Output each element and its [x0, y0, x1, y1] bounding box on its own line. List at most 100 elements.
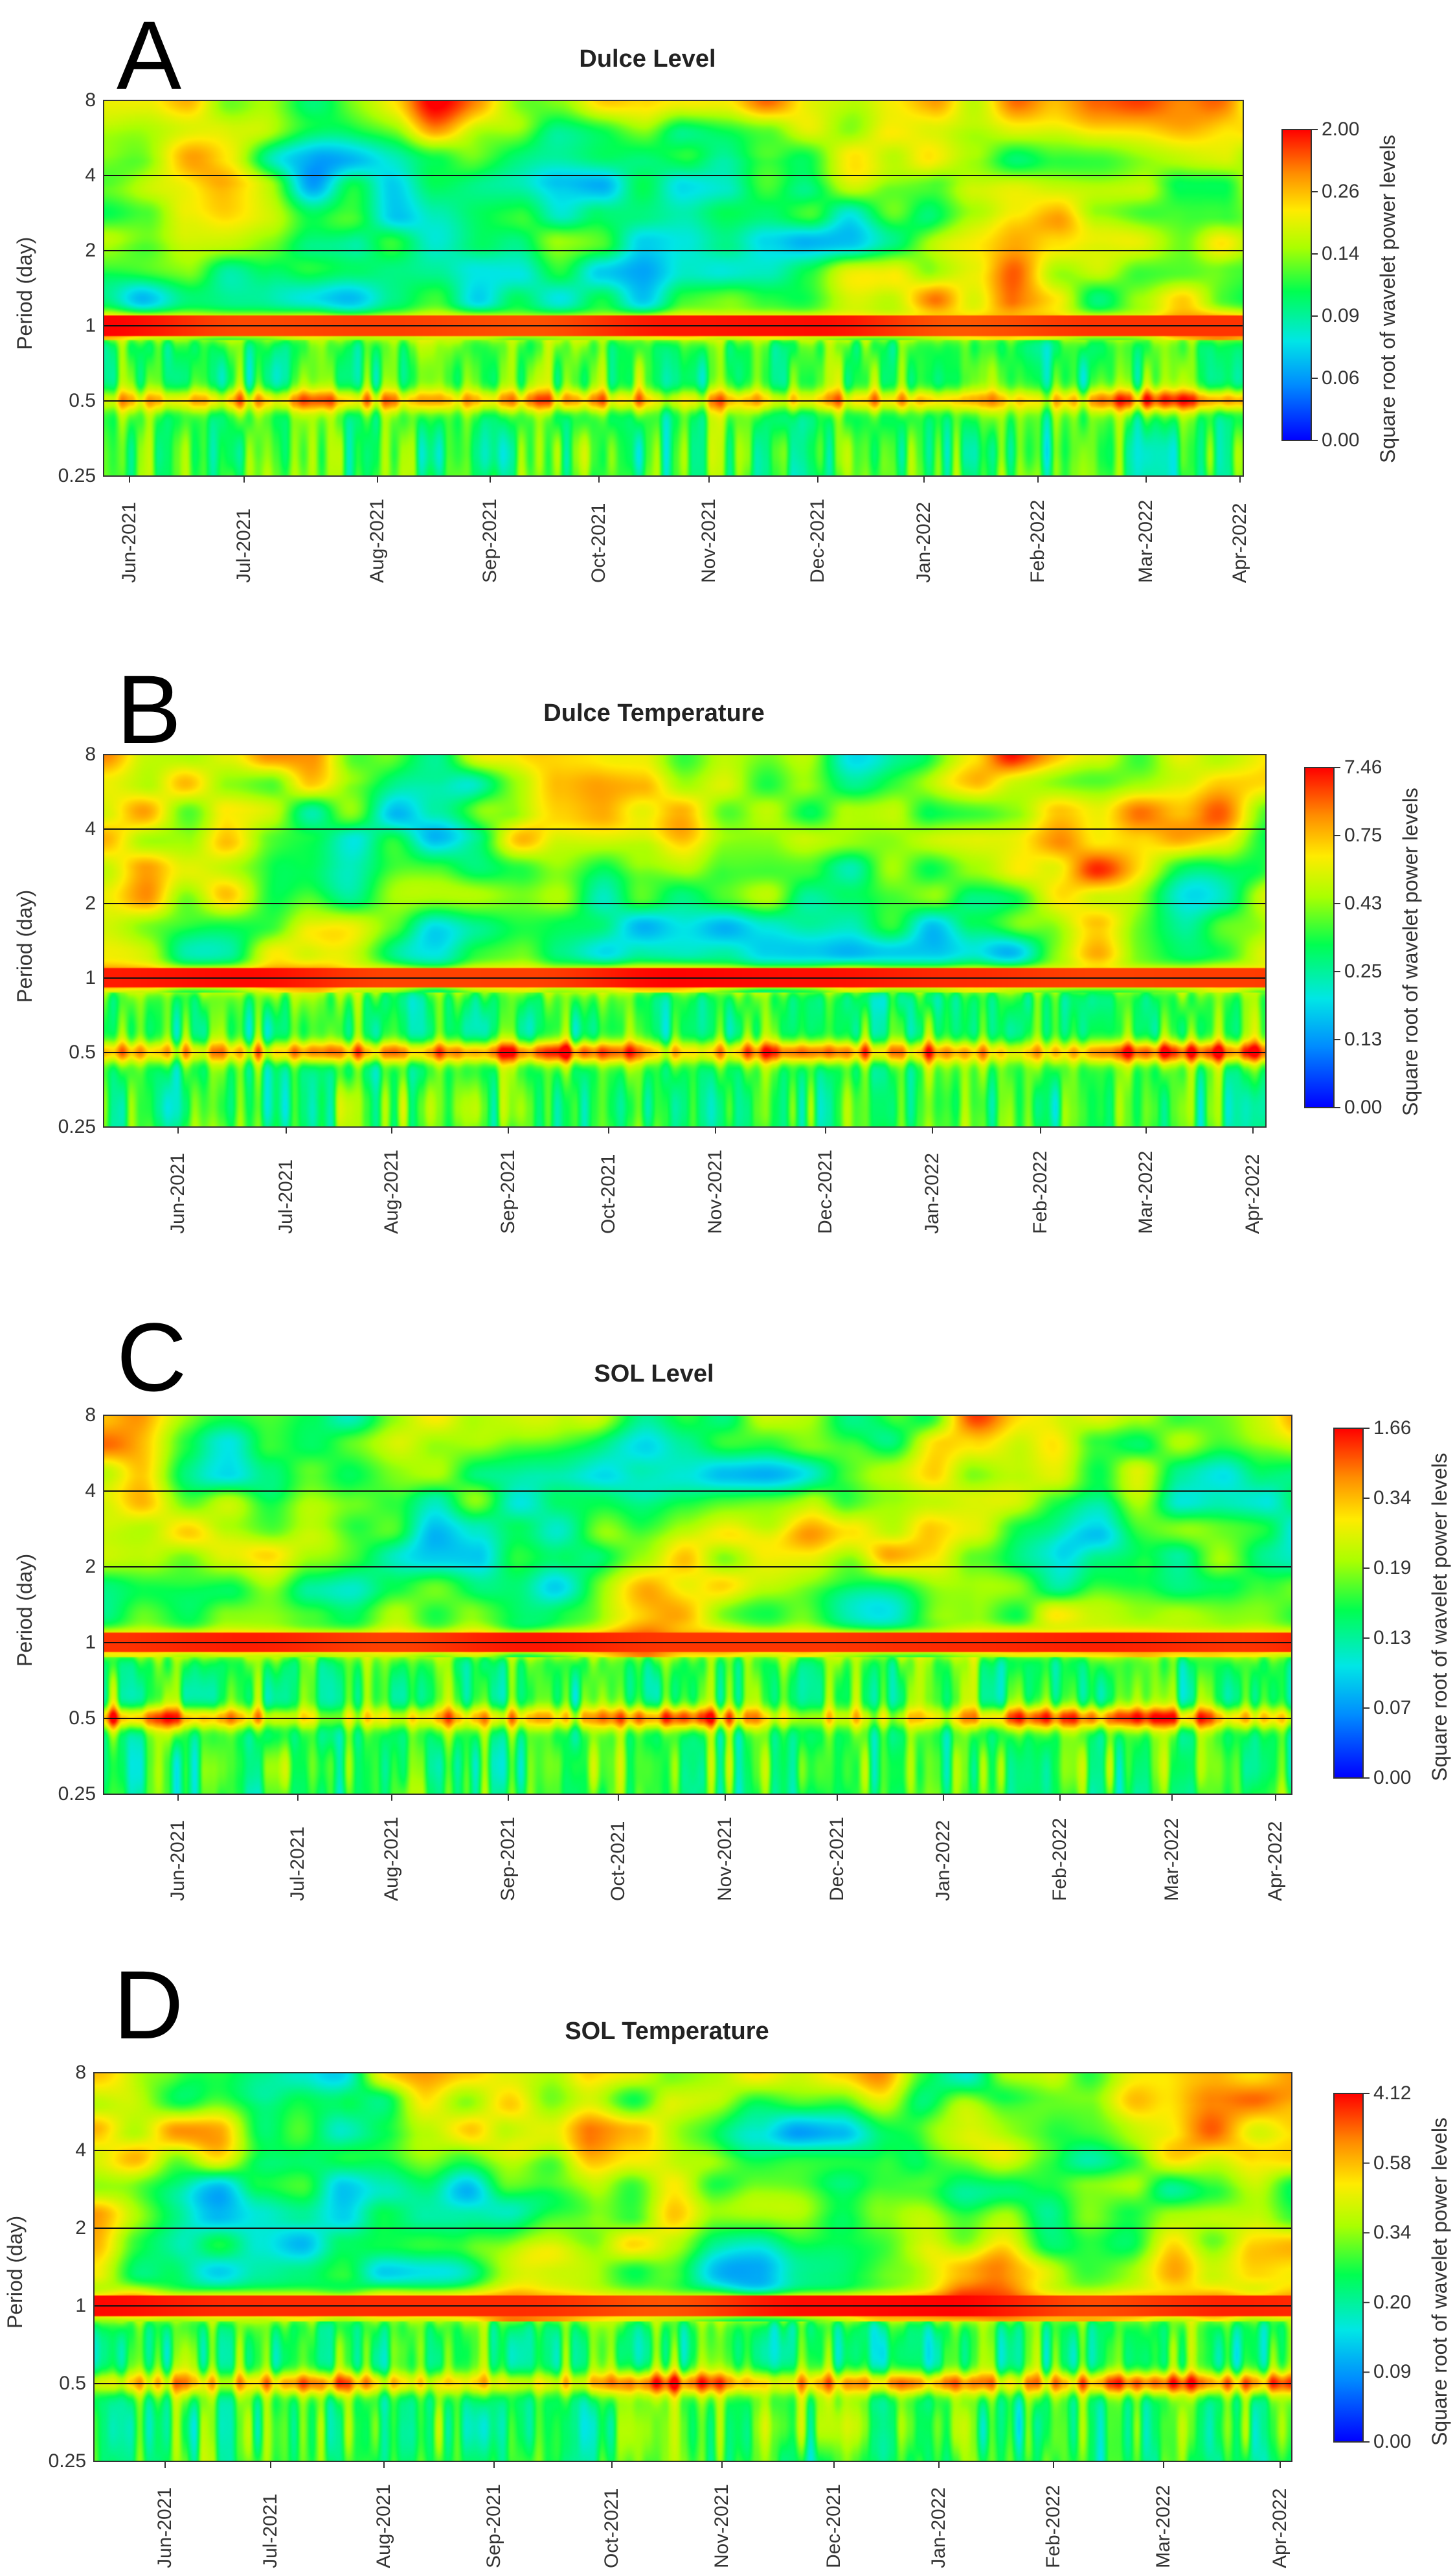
colorbar-label: Square root of wavelet power levels	[1399, 787, 1422, 1116]
panel-title: SOL Temperature	[565, 2018, 769, 2045]
y-tick-label: 8	[85, 744, 96, 765]
y-tick-label: 1	[85, 315, 96, 336]
x-tick-label: Jul-2021	[287, 1826, 308, 1901]
colorbar-tick-label: 2.00	[1322, 119, 1360, 140]
x-tick-label: Apr-2022	[1265, 1821, 1286, 1901]
y-tick-label: 1	[75, 2295, 86, 2316]
x-tick-label: Jun-2021	[118, 501, 140, 583]
colorbar-tick-label: 0.09	[1322, 305, 1360, 326]
x-tick-label: Nov-2021	[711, 2483, 732, 2568]
wavelet-heatmap	[104, 755, 1266, 1127]
y-axis-label: Period (day)	[13, 1553, 36, 1667]
y-tick-label: 8	[85, 89, 96, 111]
colorbar-tick-label: 0.43	[1344, 893, 1382, 914]
panel-title: Dulce Level	[579, 45, 716, 73]
colorbar-tick-label: 0.06	[1322, 367, 1360, 389]
y-tick-label: 4	[85, 1480, 96, 1501]
y-tick-label: 4	[75, 2139, 86, 2161]
y-tick-label: 2	[75, 2217, 86, 2239]
y-tick-label: 0.5	[69, 1042, 96, 1063]
x-tick-label: Sep-2021	[483, 2483, 504, 2568]
x-tick-label: Jan-2022	[921, 1152, 943, 1234]
colorbar-tick-label: 0.00	[1344, 1097, 1382, 1118]
wavelet-heatmap	[104, 1415, 1292, 1794]
x-tick-label: Nov-2021	[714, 1816, 736, 1901]
panel-letter: B	[117, 655, 182, 764]
colorbar-tick-label: 0.14	[1322, 243, 1360, 264]
colorbar-tick-label: 0.00	[1322, 429, 1360, 451]
x-tick-label: Sep-2021	[497, 1816, 519, 1901]
x-tick-label: Mar-2022	[1135, 1150, 1156, 1234]
x-tick-label: Aug-2021	[373, 2483, 394, 2568]
y-axis-label: Period (day)	[13, 236, 36, 350]
x-tick-label: Jun-2021	[167, 1819, 188, 1901]
y-tick-label: 0.25	[58, 465, 96, 486]
panel-letter: C	[117, 1303, 187, 1411]
colorbar-tick-label: 0.75	[1344, 825, 1382, 846]
x-tick-label: Jun-2021	[167, 1152, 188, 1234]
colorbar-tick-label: 1.66	[1373, 1417, 1412, 1439]
x-tick-label: Dec-2021	[807, 498, 828, 583]
colorbar-tick-label: 0.09	[1373, 2361, 1412, 2383]
x-tick-label: Nov-2021	[705, 1149, 726, 1234]
x-tick-label: Feb-2022	[1030, 1150, 1051, 1234]
x-tick-label: Aug-2021	[367, 498, 388, 583]
x-tick-label: Feb-2022	[1049, 1818, 1070, 1901]
colorbar-tick-label: 0.34	[1373, 1487, 1412, 1509]
colorbar-tick-label: 0.19	[1373, 1557, 1412, 1579]
colorbar-tick-label: 0.20	[1373, 2291, 1412, 2313]
y-tick-label: 0.25	[58, 1783, 96, 1805]
y-tick-label: 0.5	[59, 2373, 86, 2394]
colorbar	[1333, 2093, 1364, 2443]
colorbar-label: Square root of wavelet power levels	[1428, 2117, 1451, 2446]
colorbar-tick-label: 0.25	[1344, 961, 1382, 982]
y-tick-label: 4	[85, 165, 96, 186]
x-tick-label: Jul-2021	[233, 508, 254, 583]
x-tick-label: Jul-2021	[260, 2493, 281, 2568]
x-tick-label: Jan-2022	[913, 501, 934, 583]
y-tick-label: 0.25	[48, 2450, 86, 2472]
panel-letter: D	[113, 1950, 184, 2059]
colorbar-tick-label: 0.26	[1322, 181, 1360, 202]
x-tick-label: Apr-2022	[1269, 2488, 1291, 2568]
colorbar-tick-label: 0.13	[1344, 1029, 1382, 1050]
x-tick-label: Feb-2022	[1043, 2485, 1064, 2568]
x-tick-label: Aug-2021	[381, 1149, 402, 1234]
x-tick-label: Oct-2021	[607, 1821, 629, 1901]
y-tick-label: 2	[85, 240, 96, 261]
wavelet-heatmap	[94, 2073, 1292, 2461]
x-tick-label: Feb-2022	[1027, 499, 1048, 583]
x-tick-label: Jun-2021	[154, 2487, 175, 2568]
x-tick-label: Oct-2021	[598, 1154, 619, 1234]
y-tick-label: 8	[85, 1404, 96, 1426]
y-tick-label: 0.25	[58, 1116, 96, 1137]
y-tick-label: 8	[75, 2062, 86, 2083]
panel-title: SOL Level	[594, 1360, 714, 1387]
wavelet-heatmap	[104, 100, 1243, 476]
y-axis-label: Period (day)	[3, 2215, 27, 2329]
colorbar	[1333, 1428, 1364, 1779]
x-tick-label: Mar-2022	[1153, 2485, 1174, 2568]
panel-title: Dulce Temperature	[543, 700, 765, 727]
y-axis-label: Period (day)	[13, 889, 36, 1003]
x-tick-label: Apr-2022	[1242, 1154, 1263, 1234]
x-tick-label: Dec-2021	[815, 1149, 836, 1234]
y-tick-label: 2	[85, 1556, 96, 1577]
x-tick-label: Mar-2022	[1161, 1818, 1182, 1901]
colorbar-tick-label: 0.00	[1373, 1767, 1412, 1788]
colorbar-tick-label: 0.58	[1373, 2152, 1412, 2174]
colorbar	[1281, 129, 1312, 441]
panel-letter: A	[117, 1, 182, 109]
colorbar-label: Square root of wavelet power levels	[1376, 135, 1399, 463]
x-tick-label: Nov-2021	[698, 498, 719, 583]
x-tick-label: Apr-2022	[1229, 503, 1250, 583]
colorbar-tick-label: 7.46	[1344, 757, 1382, 778]
x-tick-label: Dec-2021	[823, 2483, 844, 2568]
x-tick-label: Dec-2021	[826, 1816, 848, 1901]
colorbar-tick-label: 0.34	[1373, 2222, 1412, 2244]
colorbar-tick-label: 0.00	[1373, 2431, 1412, 2452]
x-tick-label: Aug-2021	[381, 1816, 402, 1901]
y-tick-label: 2	[85, 893, 96, 914]
x-tick-label: Oct-2021	[601, 2488, 622, 2568]
colorbar-tick-label: 4.12	[1373, 2082, 1412, 2104]
